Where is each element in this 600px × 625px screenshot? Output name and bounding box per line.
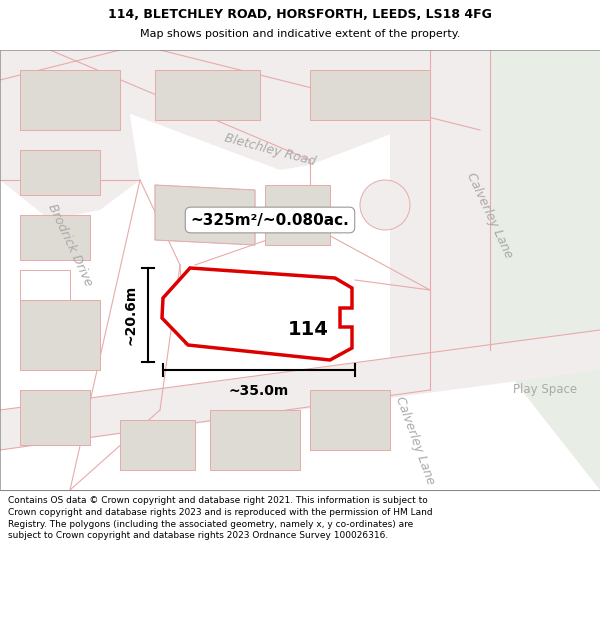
Text: ~35.0m: ~35.0m xyxy=(229,384,289,398)
Polygon shape xyxy=(265,185,330,245)
Polygon shape xyxy=(210,410,300,470)
Polygon shape xyxy=(310,70,430,120)
Text: Contains OS data © Crown copyright and database right 2021. This information is : Contains OS data © Crown copyright and d… xyxy=(8,496,433,541)
Polygon shape xyxy=(390,50,490,390)
Polygon shape xyxy=(0,50,140,220)
Polygon shape xyxy=(50,50,480,170)
Polygon shape xyxy=(310,390,390,450)
Text: ~325m²/~0.080ac.: ~325m²/~0.080ac. xyxy=(191,213,349,228)
Polygon shape xyxy=(0,330,600,450)
Text: Bletchley Road: Bletchley Road xyxy=(223,132,317,168)
Polygon shape xyxy=(120,420,195,470)
Circle shape xyxy=(360,180,410,230)
Polygon shape xyxy=(20,390,90,445)
Text: Map shows position and indicative extent of the property.: Map shows position and indicative extent… xyxy=(140,29,460,39)
Text: 114: 114 xyxy=(287,320,328,339)
Text: Calverley Lane: Calverley Lane xyxy=(393,394,437,486)
Text: 114, BLETCHLEY ROAD, HORSFORTH, LEEDS, LS18 4FG: 114, BLETCHLEY ROAD, HORSFORTH, LEEDS, L… xyxy=(108,8,492,21)
Text: Play Space: Play Space xyxy=(513,384,577,396)
Polygon shape xyxy=(162,268,352,360)
Polygon shape xyxy=(20,150,100,195)
Polygon shape xyxy=(20,215,90,260)
Text: Calverley Lane: Calverley Lane xyxy=(464,170,515,260)
Polygon shape xyxy=(155,70,260,120)
Polygon shape xyxy=(490,50,600,490)
Polygon shape xyxy=(20,70,120,130)
Polygon shape xyxy=(265,295,330,360)
Polygon shape xyxy=(20,300,100,370)
Text: Brodrick Drive: Brodrick Drive xyxy=(45,202,95,288)
Text: ~20.6m: ~20.6m xyxy=(124,285,138,345)
Polygon shape xyxy=(155,185,255,245)
